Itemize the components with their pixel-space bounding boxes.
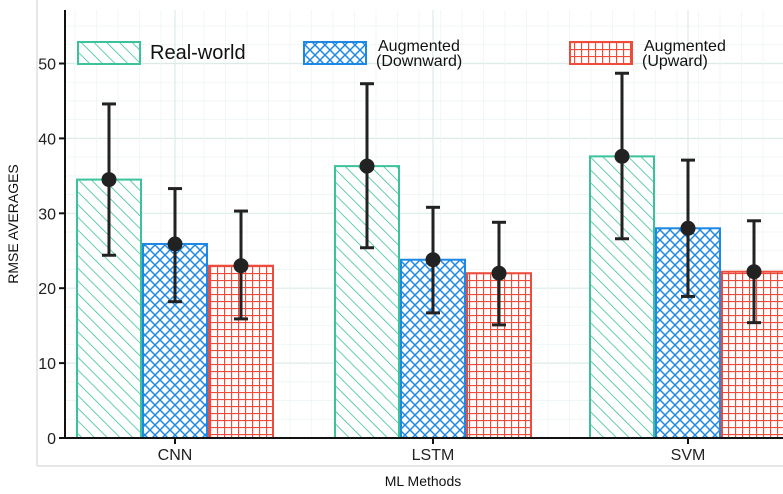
mean-point (746, 264, 762, 280)
x-tick-label-cnn: CNN (158, 447, 193, 464)
legend-label-1: Real-world (150, 42, 246, 64)
legend-label-2-line-1: Augmented (378, 38, 460, 55)
x-tick-label-lstm: LSTM (412, 447, 455, 464)
x-tick-label-svm: SVM (671, 447, 706, 464)
legend-label-2-line-2: (Downward) (376, 53, 462, 70)
legend-swatch-2 (303, 41, 367, 65)
mean-point (680, 220, 696, 236)
legend-label-3-line-2: (Upward) (642, 53, 708, 70)
y-tick-label: 0 (47, 431, 56, 448)
error-bars (101, 71, 762, 327)
y-tick-label: 30 (38, 206, 56, 223)
legend-label-3-line-1: Augmented (644, 38, 726, 55)
y-axis-title: RMSE AVERAGES (5, 164, 21, 284)
y-tick-label: 10 (38, 356, 56, 373)
mean-point (101, 172, 117, 188)
mean-point (425, 252, 441, 268)
mean-point (359, 158, 375, 174)
legend: Real-world Augmented(Downward)Augmented(U… (77, 38, 726, 70)
mean-point (491, 265, 507, 281)
x-axis-title: ML Methods (385, 473, 462, 489)
mean-point (233, 258, 249, 274)
y-tick-label: 40 (38, 131, 56, 148)
y-tick-label: 50 (38, 57, 56, 74)
legend-swatch-1 (77, 41, 141, 65)
y-tick-label: 20 (38, 281, 56, 298)
mean-point (614, 148, 630, 164)
legend-swatch-3 (569, 41, 633, 65)
mean-point (167, 236, 183, 252)
axes: 0 10 20 30 40 50 CNN LSTM SVM (36, 0, 783, 467)
